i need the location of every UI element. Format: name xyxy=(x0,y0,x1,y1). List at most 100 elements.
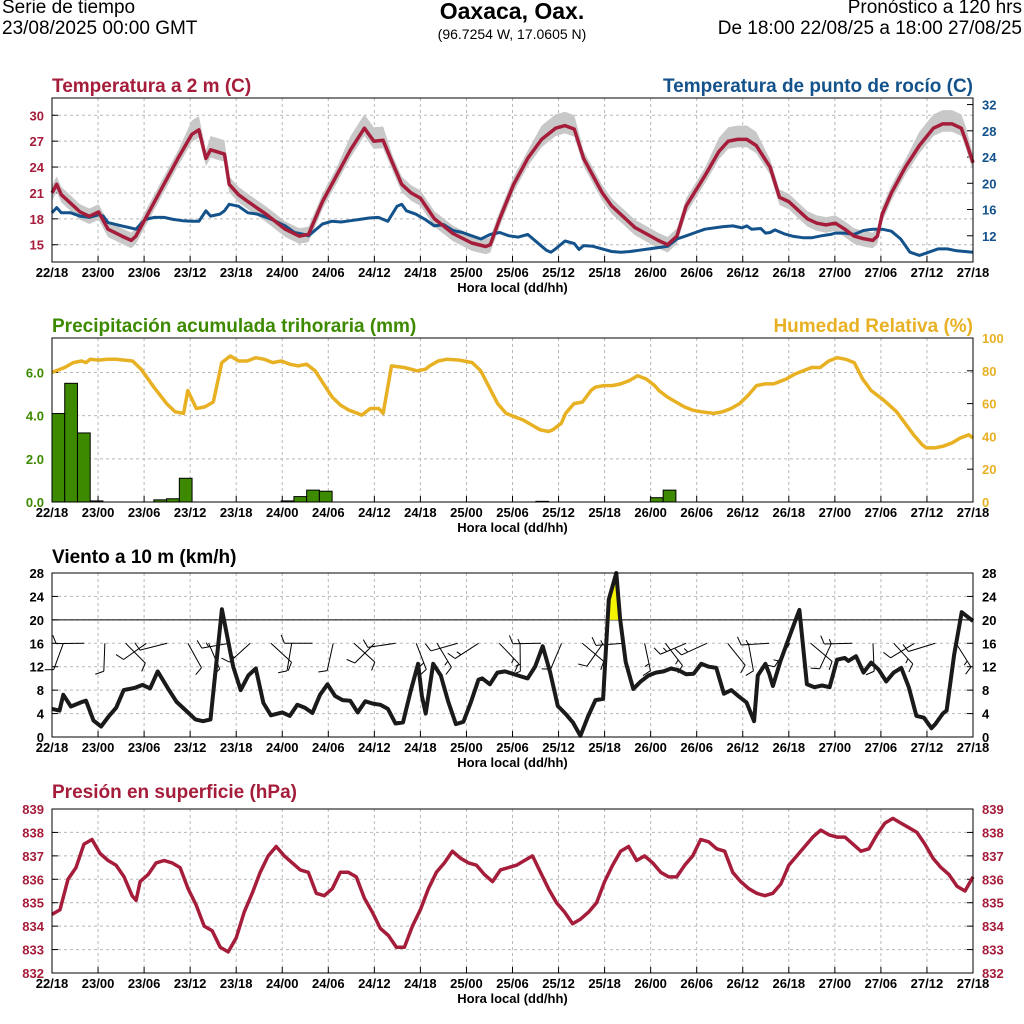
x-tick-label: 27/18 xyxy=(957,265,990,280)
wind-barb-staff xyxy=(201,642,230,649)
wind-barb-flag xyxy=(642,670,651,677)
location-title: Oaxaca, Oax. xyxy=(439,0,585,24)
x-tick-label: 25/00 xyxy=(450,976,483,991)
wind-barb-flag xyxy=(675,659,679,665)
humidity-y-tick: 20 xyxy=(982,462,996,477)
x-tick-label: 24/00 xyxy=(266,740,299,755)
precip-title: Precipitación acumulada trihoraria (mm) xyxy=(52,316,416,337)
wind-barb-staff xyxy=(286,643,293,671)
dewpoint-y-tick: 12 xyxy=(982,229,996,244)
x-tick-label: 25/00 xyxy=(450,505,483,520)
wind-barb-flag xyxy=(318,670,328,673)
precip-bar xyxy=(662,489,677,503)
x-tick-label: 24/00 xyxy=(266,505,299,520)
x-tick-label: 22/18 xyxy=(36,265,69,280)
dewpoint-y-tick: 16 xyxy=(982,203,996,218)
wind-barb-staff xyxy=(727,642,746,666)
wind-y-tick-right: 8 xyxy=(982,683,989,698)
wind-barb-staff xyxy=(824,642,853,645)
wind-barb-flag xyxy=(141,662,146,672)
pressure-line xyxy=(51,816,975,954)
wind-barb-flag xyxy=(362,639,369,648)
wind-barb-staff xyxy=(819,643,832,669)
wind-y-tick-right: 4 xyxy=(982,707,990,722)
x-tick-label: 26/18 xyxy=(773,976,806,991)
wind-barb-flag xyxy=(653,647,661,655)
wind-barb-staff xyxy=(644,643,651,671)
pressure-y-tick: 838 xyxy=(22,825,44,840)
x-tick-label: 24/18 xyxy=(404,505,437,520)
x-tick-label: 27/06 xyxy=(865,740,898,755)
wind-barb-staff xyxy=(103,643,106,672)
precip-bar xyxy=(318,490,333,503)
wind-barb-flag xyxy=(371,661,376,671)
temperature-y-tick: 30 xyxy=(30,108,44,123)
wind-barb-flag xyxy=(221,657,230,663)
x-tick-label: 23/06 xyxy=(128,265,161,280)
wind-barb-flag xyxy=(425,643,432,652)
x-tick-label: 25/18 xyxy=(588,265,621,280)
wind-title: Viento a 10 m (km/h) xyxy=(52,547,236,568)
x-tick-label: 26/12 xyxy=(726,976,759,991)
x-tick-label: 27/12 xyxy=(911,505,944,520)
wind-barb-flag xyxy=(278,670,288,674)
dewpoint-y-tick: 28 xyxy=(982,124,996,139)
precip-y-tick: 6.0 xyxy=(26,366,44,381)
x-tick-label: 23/12 xyxy=(174,740,207,755)
wind-barb-staff xyxy=(741,642,770,646)
precip-bar xyxy=(178,477,193,503)
x-tick-label: 27/06 xyxy=(865,505,898,520)
pressure-y-tick-right: 833 xyxy=(982,943,1004,958)
x-tick-label: 26/00 xyxy=(634,265,667,280)
pressure-y-tick: 834 xyxy=(22,919,44,934)
x-tick-label: 27/00 xyxy=(819,976,852,991)
humidity-y-tick: 80 xyxy=(982,364,996,379)
wind-barb-flag xyxy=(444,660,449,666)
x-tick-label: 27/06 xyxy=(865,976,898,991)
x-tick-label: 24/12 xyxy=(358,976,391,991)
pressure-y-tick: 839 xyxy=(22,802,44,817)
wind-y-tick-right: 20 xyxy=(982,613,996,628)
x-tick-label: 22/18 xyxy=(36,976,69,991)
panel-border xyxy=(51,808,974,974)
temperature-y-tick: 21 xyxy=(30,186,44,201)
wind-barb-flag xyxy=(115,654,124,660)
dewpoint-line xyxy=(50,202,974,257)
header-center: Oaxaca, Oax. (96.7254 W, 17.0605 N) xyxy=(312,0,712,43)
x-tick-label: 27/00 xyxy=(819,265,852,280)
x-tick-label: 25/12 xyxy=(542,265,575,280)
x-tick-label: 27/12 xyxy=(911,740,944,755)
wind-barb-flag xyxy=(95,670,104,675)
precip-y-tick: 2.0 xyxy=(26,452,44,467)
wind-line xyxy=(51,571,975,738)
x-tick-label: 25/18 xyxy=(588,505,621,520)
humidity-y-tick: 0 xyxy=(982,495,989,510)
wind-barb-staff xyxy=(893,642,914,665)
x-tick-label: 23/00 xyxy=(82,505,115,520)
wind-y-tick: 4 xyxy=(37,707,45,722)
x-tick-label: 24/18 xyxy=(404,740,437,755)
x-tick-label: 23/12 xyxy=(174,505,207,520)
x-tick-label: 26/12 xyxy=(726,265,759,280)
wind-barb-flag xyxy=(905,658,909,664)
pressure-y-tick-right: 834 xyxy=(982,919,1004,934)
wind-y-tick: 24 xyxy=(30,589,45,604)
pressure-y-tick-right: 832 xyxy=(982,966,1004,981)
wind-barb-staff xyxy=(125,642,146,664)
x-tick-label: 24/06 xyxy=(312,976,345,991)
humidity-y-tick: 40 xyxy=(982,429,996,444)
wind-y-tick: 20 xyxy=(30,613,44,628)
x-tick-label: 23/18 xyxy=(220,505,253,520)
wind-barb-flag xyxy=(456,651,462,656)
wind-barb-flag xyxy=(517,638,521,644)
run-date: 23/08/2025 00:00 GMT xyxy=(2,18,198,39)
pressure-y-tick-right: 839 xyxy=(982,802,1004,817)
x-tick-label: 26/18 xyxy=(773,740,806,755)
pressure-y-tick: 836 xyxy=(22,872,44,887)
wind-barb-staff xyxy=(908,642,936,652)
wind-barb-flag xyxy=(810,667,820,670)
x-axis-label: Hora local (dd/hh) xyxy=(457,991,568,1006)
temperature-uncertainty-band xyxy=(52,110,973,255)
pressure-y-tick-right: 836 xyxy=(982,872,1004,887)
